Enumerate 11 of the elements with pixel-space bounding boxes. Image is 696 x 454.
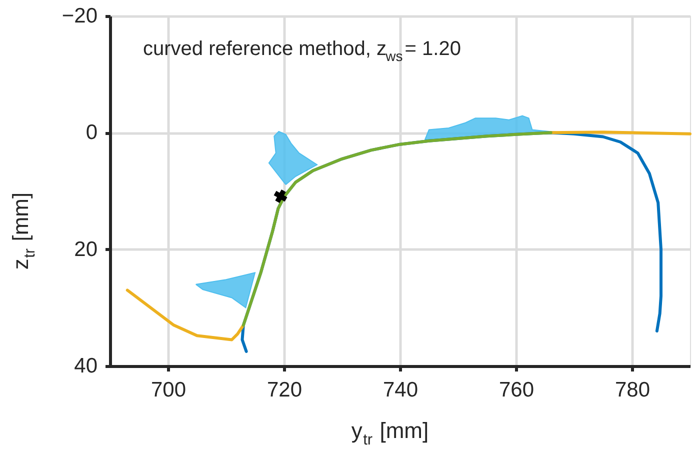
y-axis-title: ztr [mm] (8, 192, 39, 270)
y-tick-label: 40 (74, 354, 98, 378)
y-tick-label: −20 (62, 4, 98, 28)
y-tick-label: 20 (74, 238, 98, 261)
x-tick-label: 760 (498, 378, 534, 402)
line-series (242, 131, 552, 327)
x-tick-label: 740 (382, 378, 418, 402)
x-tick-label: 720 (266, 378, 302, 402)
x-tick-label: 700 (150, 378, 186, 402)
y-tick-label: 0 (86, 121, 98, 144)
x-tick-label: 780 (614, 378, 650, 402)
